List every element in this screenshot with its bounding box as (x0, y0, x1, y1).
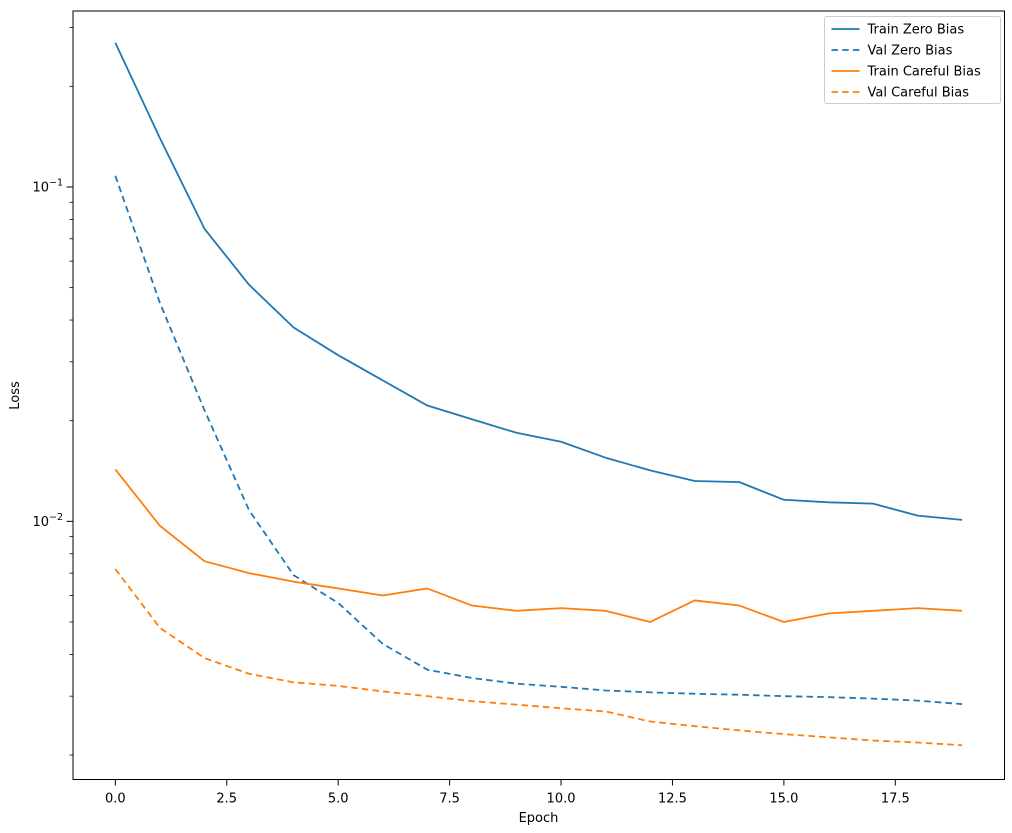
legend-box (824, 16, 1001, 104)
series-line-train-zero-bias (114, 42, 963, 521)
y-axis-label: Loss (8, 381, 23, 410)
x-axis-label: Epoch (519, 811, 559, 826)
x-tick-label: 2.5 (216, 792, 237, 807)
series-line-val-zero-bias (114, 175, 963, 706)
legend-label-train-careful-bias: Train Careful Bias (867, 65, 981, 80)
plot-frame (72, 10, 1005, 780)
x-tick-label: 10.0 (547, 792, 576, 807)
x-tick-label: 12.5 (658, 792, 687, 807)
x-tick-label: 7.5 (439, 792, 460, 807)
y-tick-label: 10−2 (32, 512, 63, 530)
series-line-val-careful-bias (114, 568, 963, 747)
x-tick-label: 5.0 (328, 792, 349, 807)
plot-area: 0.0 2.5 5.0 7.5 10.0 12.5 15.0 17.5 10−1 10−2 Trai… (32, 10, 1005, 807)
legend-label-val-careful-bias: Val Careful Bias (868, 86, 970, 101)
x-tick-label: 0.0 (105, 792, 126, 807)
x-tick-label: 17.5 (881, 792, 910, 807)
legend-label-train-zero-bias: Train Zero Bias (867, 23, 965, 38)
series-line-train-careful-bias (114, 468, 963, 623)
y-tick-label: 10−1 (32, 177, 63, 195)
legend-label-val-zero-bias: Val Zero Bias (868, 44, 953, 59)
x-tick-label: 15.0 (769, 792, 798, 807)
